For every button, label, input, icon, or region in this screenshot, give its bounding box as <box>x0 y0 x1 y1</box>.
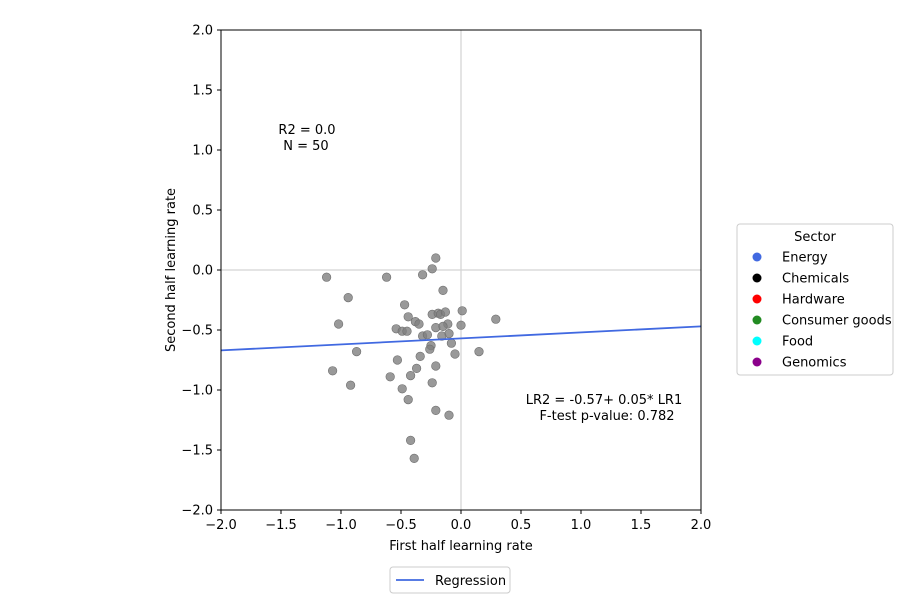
legend-marker-genomics <box>752 357 762 367</box>
y-tick-label: 0.5 <box>192 204 213 219</box>
x-tick-label: 0.0 <box>451 518 472 533</box>
sector-legend-title: Sector <box>794 230 836 245</box>
x-tick-label: 2.0 <box>691 518 712 533</box>
data-point <box>431 361 441 371</box>
x-tick-label: −1.5 <box>265 518 297 533</box>
regression-equation: LR2 = -0.57+ 0.05* LR1 <box>526 393 683 408</box>
data-point <box>397 384 407 394</box>
legend-label-genomics: Genomics <box>782 356 847 371</box>
sector-legend: Sector Energy Chemicals Hardware Consumer g… <box>736 223 894 376</box>
data-point <box>425 344 435 354</box>
legend-label-consumer-goods: Consumer goods <box>782 314 892 329</box>
data-point <box>414 319 424 329</box>
data-point <box>403 312 413 322</box>
n-annotation: N = 50 <box>283 139 328 154</box>
x-tick-label: −0.5 <box>385 518 417 533</box>
x-tick-label: −2.0 <box>205 518 237 533</box>
data-point <box>450 349 460 359</box>
data-point <box>440 307 451 317</box>
data-point <box>406 435 416 446</box>
y-tick-label: −2.0 <box>181 504 213 519</box>
regression-legend: Regression <box>389 566 511 594</box>
y-tick-label: −0.5 <box>181 324 213 339</box>
data-point <box>412 363 422 374</box>
legend-label-chemicals: Chemicals <box>782 272 849 287</box>
data-point <box>382 272 392 282</box>
y-tick-label: 0.0 <box>192 264 213 279</box>
y-tick-label: −1.5 <box>181 444 213 459</box>
legend-marker-hardware <box>752 294 762 304</box>
sector-legend-frame <box>736 223 894 376</box>
data-point <box>491 314 501 324</box>
data-point <box>406 371 416 381</box>
data-point <box>457 306 467 316</box>
plot-area: −2.0 −1.5 −1.0 −0.5 0.0 0.5 1.0 1.5 2.0 −2.0 −1.5 −… <box>181 24 711 534</box>
x-tick-label: 1.0 <box>571 518 592 533</box>
data-point <box>415 351 425 362</box>
legend-marker-chemicals <box>752 273 762 283</box>
data-point <box>456 320 466 330</box>
data-point <box>444 410 454 420</box>
regression-line <box>220 325 702 352</box>
y-tick-label: 2.0 <box>192 24 213 39</box>
regression-legend-label: Regression <box>435 574 506 589</box>
data-point <box>403 395 413 405</box>
data-point <box>438 285 448 296</box>
ftest-annotation: F-test p-value: 0.782 <box>539 409 674 424</box>
r2-annotation: R2 = 0.0 <box>278 123 335 138</box>
data-point <box>402 326 412 336</box>
data-point <box>418 270 428 280</box>
data-point <box>431 405 441 416</box>
data-point <box>346 380 356 390</box>
data-point <box>334 319 344 329</box>
x-tick-label: −1.0 <box>325 518 357 533</box>
data-point <box>438 321 448 332</box>
data-point <box>427 264 437 274</box>
data-point <box>427 378 437 388</box>
legend-label-hardware: Hardware <box>782 293 845 308</box>
x-tick-label: 1.5 <box>631 518 652 533</box>
data-point <box>437 331 447 341</box>
data-point <box>392 355 403 365</box>
data-point <box>328 366 338 376</box>
x-tick-label: 0.5 <box>511 518 532 533</box>
y-tick-label: 1.0 <box>192 144 213 159</box>
data-point <box>446 338 457 348</box>
legend-label-food: Food <box>782 335 813 350</box>
y-tick-label: −1.0 <box>181 384 213 399</box>
legend-marker-consumer-goods <box>752 315 762 325</box>
data-point <box>431 253 441 263</box>
sector-legend-entries: Energy Chemicals Hardware Consumer goods Foo… <box>752 251 892 371</box>
legend-marker-food <box>752 336 762 346</box>
data-point <box>422 330 433 340</box>
plot-frame <box>220 29 702 511</box>
x-axis-label: First half learning rate <box>389 539 533 554</box>
data-point <box>385 372 395 382</box>
data-point <box>409 453 419 464</box>
data-point <box>352 347 362 357</box>
y-tick-label: 1.5 <box>192 84 213 99</box>
data-point <box>322 272 332 282</box>
legend-label-energy: Energy <box>782 251 828 266</box>
legend-marker-energy <box>752 252 762 262</box>
regression-legend-frame <box>389 566 511 594</box>
data-point <box>343 293 353 303</box>
y-axis-label: Second half learning rate <box>164 188 179 352</box>
data-point <box>400 300 410 310</box>
data-point <box>474 347 484 357</box>
